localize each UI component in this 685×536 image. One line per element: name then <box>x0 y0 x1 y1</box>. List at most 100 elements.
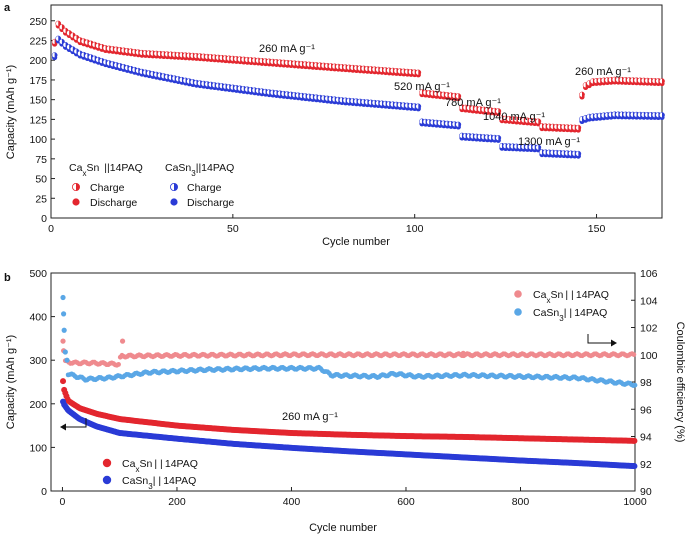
caxsn-14paq-ce-outlier-point <box>119 338 126 344</box>
capacity-axis-arrow-line <box>66 418 87 428</box>
caxsn-14paq-ce-outlier-point <box>60 338 66 344</box>
legend-caxsn-discharge: Discharge <box>90 197 137 209</box>
legend-marker-caxsn-discharge <box>72 198 80 206</box>
legend-marker-casn3-ce <box>514 308 522 316</box>
casn3-14paq-charge-point-half <box>418 103 421 109</box>
casn3-14paq-ce-outlier-point <box>61 327 67 333</box>
x-tick-label: 50 <box>227 223 239 235</box>
y-tick-label: 125 <box>29 114 47 126</box>
x-tick-label: 0 <box>60 496 66 508</box>
y-tick-label: 25 <box>35 193 47 205</box>
panel-b-data-points <box>60 294 638 470</box>
panel-a-y-axis-label: Capacity (mAh g⁻¹) <box>5 65 17 159</box>
y-tick-label: 75 <box>35 154 47 166</box>
casn3-14paq-charge-point-half <box>498 135 501 141</box>
panel-b-capacity-legend: CaxSn | | 14PAQ CaSn3| | 14PAQ <box>60 418 198 491</box>
annotation-1300: 1300 mA g⁻¹ <box>518 136 580 148</box>
x-tick-label: 100 <box>406 223 424 235</box>
x-tick-label: 800 <box>512 496 530 508</box>
legend-casn3-discharge: Discharge <box>187 197 234 209</box>
casn3-14paq-charge-point-half <box>54 52 58 58</box>
panel-b-ce-legend: CaxSn | | 14PAQ CaSn3| | 14PAQ <box>514 289 617 347</box>
y-tick-label: 0 <box>41 486 47 498</box>
legend-marker-casn3-discharge <box>170 198 178 206</box>
legend-marker-caxsn-charge-half <box>76 183 80 191</box>
y2-tick-label: 106 <box>640 268 658 280</box>
caxsn-14paq-charge-point-half <box>538 118 541 124</box>
y-tick-label: 400 <box>29 312 47 324</box>
y2-tick-label: 92 <box>640 459 652 471</box>
legend-casn3-ce: CaSn3| | 14PAQ <box>533 307 607 323</box>
annotation-780: 780 mA g⁻¹ <box>445 97 501 109</box>
y2-tick-label: 98 <box>640 377 652 389</box>
y2-tick-label: 100 <box>640 350 658 362</box>
panel-a-data-points <box>51 20 665 159</box>
annotation-260-a: 260 mA g⁻¹ <box>259 43 315 55</box>
casn3-14paq-ce-outlier-point <box>60 311 67 317</box>
casn3-14paq-ce-outlier-point <box>62 349 68 355</box>
caxsn-14paq-charge-point-half <box>662 78 665 84</box>
caxsn-14paq-ce-point <box>631 352 637 357</box>
y-tick-label: 225 <box>29 36 47 48</box>
caxsn-14paq-charge-point-half <box>581 91 585 98</box>
panel-b-x-axis-label: Cycle number <box>309 522 377 534</box>
caxsn-14paq-charge-point-half <box>498 108 501 114</box>
x-tick-label: 0 <box>48 223 54 235</box>
y-tick-label: 150 <box>29 95 47 107</box>
capacity-axis-arrow-head <box>60 423 66 431</box>
legend-caxsn-charge: Charge <box>90 182 125 194</box>
casn3-14paq-capacity-point <box>631 463 638 470</box>
legend-marker-casn3-capacity <box>102 475 112 485</box>
caxsn-14paq-charge-point-half <box>458 93 461 99</box>
y-tick-label: 200 <box>29 399 47 411</box>
caxsn-14paq-charge-point-half <box>418 69 421 76</box>
legend-title-casn3: CaSn3||14PAQ <box>165 162 234 178</box>
y2-tick-label: 94 <box>640 432 652 444</box>
y-tick-label: 175 <box>29 75 47 87</box>
casn3-14paq-charge-point-half <box>538 144 541 150</box>
ce-axis-arrow-line <box>587 334 611 344</box>
annotation-1040: 1040 mA g⁻¹ <box>483 111 545 123</box>
casn3-14paq-charge-point-half <box>578 151 581 157</box>
y-tick-label: 200 <box>29 55 47 67</box>
casn3-14paq-ce-outlier-point <box>64 357 70 363</box>
y-tick-label: 300 <box>29 355 47 367</box>
legend-casn3-charge: Charge <box>187 182 222 194</box>
panel-b-axis-ticks: 0 200 400 600 800 1000 0 100 200 300 400 500 90 92 94 9… <box>29 268 657 508</box>
y-tick-label: 0 <box>41 213 47 225</box>
casn3-14paq-charge-point-half <box>458 121 461 128</box>
caxsn-14paq-capacity-point <box>60 378 67 385</box>
legend-marker-casn3-charge-half <box>174 183 178 191</box>
casn3-14paq-charge-point-half <box>662 112 665 118</box>
legend-title-caxsn: CaxSn ||14PAQ <box>69 162 143 178</box>
casn3-14paq-ce-point <box>632 382 638 388</box>
caxsn-14paq-capacity-point <box>631 437 638 444</box>
panel-b-y2-axis-label: Coulombic efficiency (%) <box>674 322 685 443</box>
caxsn-14paq-charge-point-half <box>578 125 581 131</box>
panel-a-x-axis-label: Cycle number <box>322 236 390 248</box>
y2-tick-label: 102 <box>640 323 658 335</box>
legend-casn3-capacity: CaSn3| | 14PAQ <box>122 475 196 491</box>
panel-a-axis-ticks: 0 50 100 150 0 25 50 75 100 125 150 175 200 225 250 <box>29 16 605 235</box>
caxsn-14paq-ce-outlier-point <box>460 350 466 356</box>
y-tick-label: 50 <box>35 174 47 186</box>
caxsn-14paq-ce-point <box>116 361 121 367</box>
panel-b-letter: b <box>4 272 11 284</box>
y2-tick-label: 90 <box>640 486 652 498</box>
panel-b-y-axis-label: Capacity (mAh g⁻¹) <box>5 335 17 429</box>
legend-caxsn-capacity: CaxSn | | 14PAQ <box>122 458 198 474</box>
panel-a-legend: CaxSn ||14PAQ CaSn3||14PAQ Charge Discha… <box>69 162 234 209</box>
x-tick-label: 1000 <box>623 496 647 508</box>
legend-marker-caxsn-capacity <box>102 458 112 468</box>
y-tick-label: 500 <box>29 268 47 280</box>
legend-marker-caxsn-ce <box>514 290 522 298</box>
annotation-260-b-panel: 260 mA g⁻¹ <box>282 411 338 423</box>
annotation-260-b: 260 mA g⁻¹ <box>575 66 631 78</box>
y-tick-label: 100 <box>29 442 47 454</box>
x-tick-label: 600 <box>397 496 415 508</box>
panel-a-letter: a <box>4 2 11 14</box>
panel-b: b 0 200 400 600 800 1000 0 100 200 300 400 500 90 92 9… <box>4 268 685 534</box>
y-tick-label: 100 <box>29 134 47 146</box>
x-tick-label: 150 <box>588 223 606 235</box>
